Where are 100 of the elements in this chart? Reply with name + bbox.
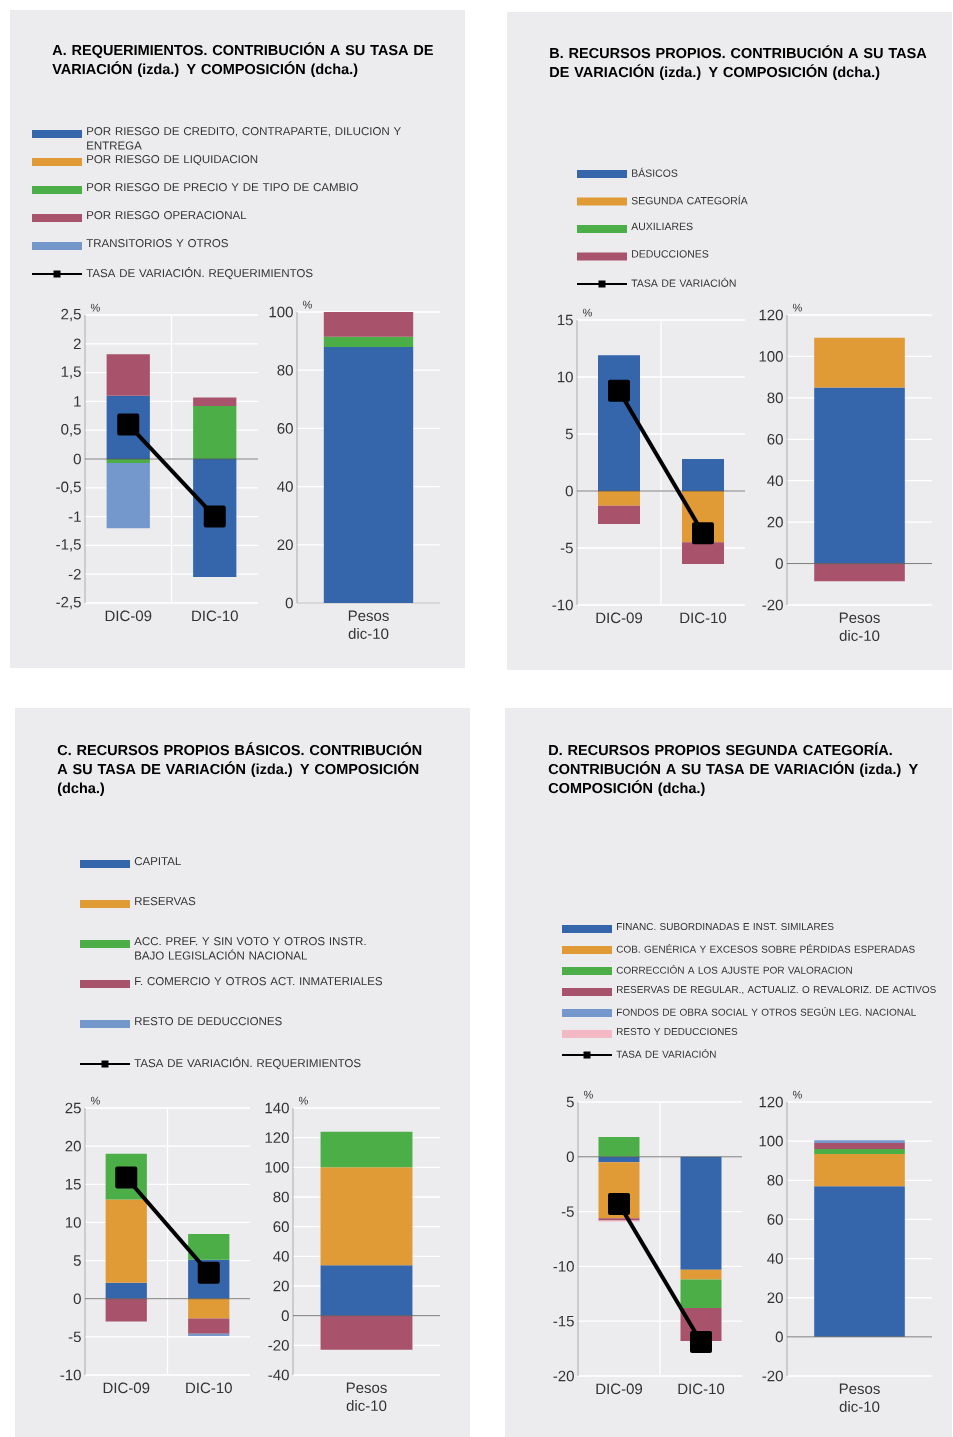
y-tick-label: 0 — [775, 558, 783, 569]
bar — [193, 397, 237, 407]
y-tick-label: 0 — [775, 1331, 783, 1343]
y-tick-label: 15 — [65, 1179, 81, 1190]
y-tick-label: 0,5 — [61, 424, 81, 437]
y-tick-label: 5 — [565, 428, 573, 440]
legend-label: BÁSICOS — [632, 167, 678, 177]
legend-label: TRANSITORIOS Y OTROS — [86, 239, 228, 248]
y-tick-label: -2 — [68, 568, 81, 580]
y-tick-label: 120 — [265, 1132, 289, 1143]
x-tick-label: DIC-10 — [680, 612, 727, 624]
legend-label: SEGUNDA CATEGORÍA — [631, 195, 748, 205]
bar — [814, 1153, 905, 1187]
x-tick-label: Pesos dic-10 — [346, 1382, 387, 1412]
bar — [682, 542, 725, 564]
x-tick-label: DIC-09 — [596, 612, 643, 624]
y-tick-label: 1 — [74, 396, 81, 407]
y-axis-title: % — [792, 1090, 802, 1099]
y-tick-label: -10 — [60, 1369, 81, 1381]
bar — [814, 1143, 905, 1149]
bar — [598, 505, 641, 525]
y-tick-label: 40 — [277, 481, 293, 492]
legend-label: FINANC. SUBORDINADAS E INST. SIMILARES — [617, 923, 834, 931]
bar — [105, 1298, 147, 1322]
y-tick-label: 40 — [767, 475, 783, 487]
y-axis-title: % — [582, 308, 592, 317]
bar — [814, 1148, 905, 1154]
y-tick-label: 60 — [277, 423, 293, 434]
legend-label: FONDOS DE OBRA SOCIAL Y OTROS SEGÚN LEG. NACIONAL — [617, 1007, 916, 1016]
y-tick-label: -5 — [68, 1331, 81, 1343]
legend-label: TASA DE VARIACIÓN — [616, 1049, 716, 1058]
y-tick-label: 80 — [767, 392, 783, 404]
bar — [188, 1318, 230, 1334]
chart-title: A. REQUERIMIENTOS. CONTRIBUCIÓN A SU TASA DE VARIACIÓN (izda.) Y COMPOSICIÓN (dcha.) — [52, 42, 433, 78]
y-tick-label: 0 — [281, 1310, 289, 1321]
y-tick-label: -20 — [762, 1370, 783, 1382]
bar — [323, 346, 414, 604]
bar — [598, 1156, 640, 1163]
bar — [814, 1186, 905, 1337]
legend-label: POR RIESGO DE PRECIO Y DE TIPO DE CAMBIO — [87, 183, 358, 192]
bar — [106, 354, 150, 396]
y-tick-label: 60 — [767, 433, 783, 445]
y-tick-label: 120 — [759, 309, 783, 321]
y-tick-label: 60 — [273, 1221, 289, 1232]
bar — [188, 1233, 230, 1260]
chart-title: D. RECURSOS PROPIOS SEGUNDA CATEGORÍA. CONTRIBUCIÓN A SU TASA DE VARIACIÓN (izda.) Y COMPOSICIÓN (dcha.) — [548, 742, 918, 797]
y-tick-label: 0 — [285, 597, 293, 609]
x-tick-label: Pesos dic-10 — [839, 1383, 880, 1413]
y-axis-title: % — [583, 1090, 593, 1099]
y-tick-label: 100 — [759, 351, 783, 362]
y-tick-label: 60 — [767, 1214, 783, 1225]
y-tick-label: 100 — [265, 1162, 289, 1173]
y-tick-label: -10 — [552, 599, 573, 611]
legend-label: RESTO DE DEDUCCIONES — [135, 1017, 282, 1026]
bar — [320, 1167, 413, 1266]
bar — [188, 1298, 230, 1319]
y-tick-label: 25 — [65, 1102, 81, 1114]
y-tick-label: 1,5 — [61, 366, 81, 379]
x-tick-label: DIC-10 — [186, 1382, 232, 1394]
y-tick-label: 120 — [759, 1096, 783, 1108]
legend-label: CORRECCIÓN A LOS AJUSTE POR VALORACION — [616, 965, 852, 974]
legend-label: CAPITAL — [134, 857, 181, 866]
legend-label: DEDUCCIONES — [632, 250, 709, 258]
legend-label: POR RIESGO DE LIQUIDACION — [87, 155, 258, 166]
bar — [814, 337, 905, 388]
y-tick-label: 80 — [273, 1191, 289, 1203]
bar — [814, 563, 905, 582]
legend-label: F. COMERCIO Y OTROS ACT. INMATERIALES — [135, 977, 383, 986]
y-tick-label: 2 — [73, 338, 81, 350]
y-tick-label: 0 — [73, 453, 81, 465]
legend-label: ACC. PREF. Y SIN VOTO Y OTROS INSTR. BAJO LEGISLACIÓN NACIONAL — [134, 937, 366, 960]
y-tick-label: 15 — [557, 314, 573, 326]
y-axis-title: % — [90, 303, 100, 312]
legend-label: TASA DE VARIACIÓN — [631, 277, 736, 287]
bar — [598, 491, 641, 506]
legend-label: TASA DE VARIACIÓN. REQUERIMIENTOS — [86, 267, 313, 280]
bar — [598, 1137, 640, 1157]
y-tick-label: 40 — [273, 1251, 289, 1262]
x-tick-label: Pesos dic-10 — [348, 610, 389, 639]
x-tick-label: DIC-09 — [596, 1383, 643, 1395]
y-tick-label: 5 — [566, 1096, 574, 1108]
y-tick-label: 80 — [277, 364, 293, 376]
bar — [682, 459, 725, 492]
y-tick-label: 5 — [73, 1255, 81, 1266]
y-tick-label: -40 — [268, 1369, 289, 1381]
bar — [320, 1131, 413, 1168]
y-tick-label: 20 — [273, 1280, 289, 1292]
legend-label: AUXILIARES — [631, 222, 693, 231]
y-tick-label: 0 — [565, 485, 573, 497]
y-axis-title: % — [90, 1096, 100, 1105]
bar — [814, 1140, 905, 1144]
y-tick-label: -20 — [553, 1370, 574, 1382]
y-tick-label: -1,5 — [56, 539, 81, 552]
y-tick-label: -2,5 — [56, 596, 81, 610]
legend-label: RESERVAS — [135, 897, 196, 906]
y-tick-label: -20 — [268, 1340, 289, 1351]
x-tick-label: DIC-10 — [192, 610, 238, 622]
y-tick-label: -5 — [560, 542, 573, 554]
y-tick-label: 20 — [65, 1140, 81, 1152]
y-tick-label: 20 — [767, 516, 783, 528]
